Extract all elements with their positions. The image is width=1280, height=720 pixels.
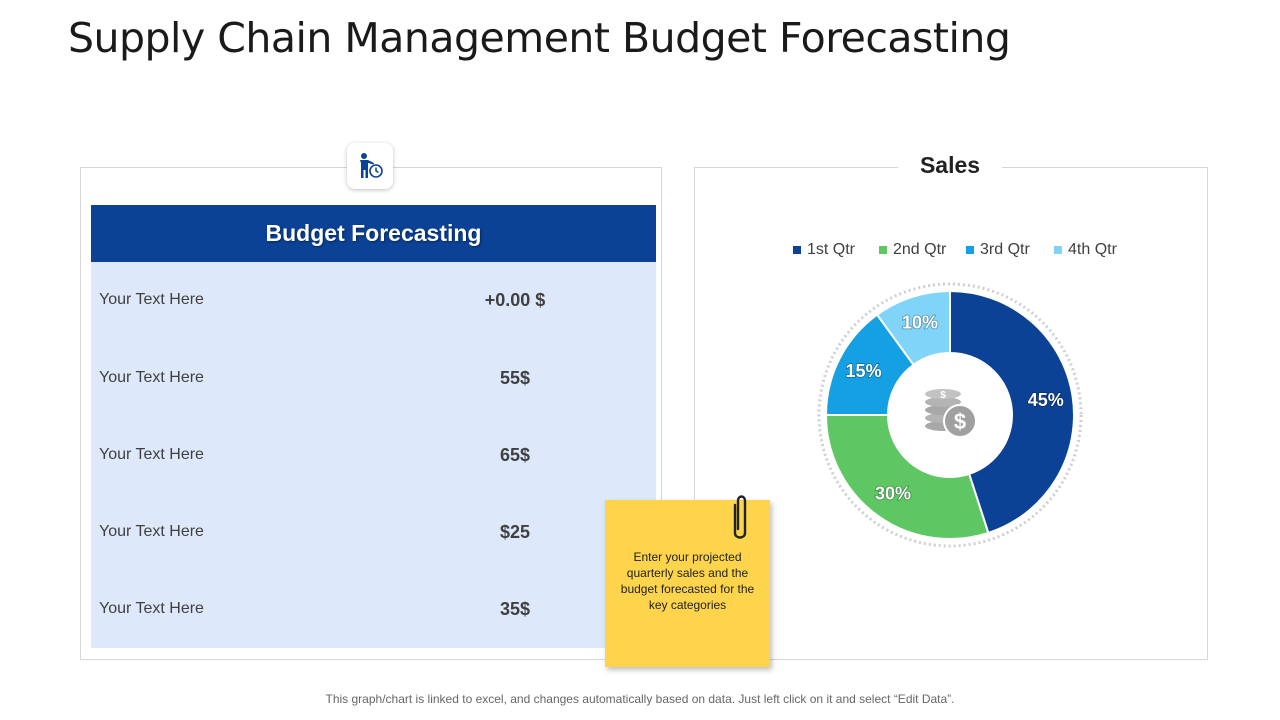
chart-slice-labels: 45% 30% 15% 10% [845, 312, 1065, 504]
table-row: Your Text Here $25 [91, 513, 656, 553]
row-value: +0.00 $ [484, 290, 546, 310]
table-row: Your Text Here 35$ [91, 590, 656, 630]
legend-label: 2nd Qtr [893, 241, 947, 258]
legend-swatch [966, 246, 974, 254]
svg-text:$: $ [954, 409, 966, 434]
budget-header: Budget Forecasting [91, 205, 656, 262]
legend-item: 1st Qtr [793, 241, 855, 259]
coins-dollar-icon: $ $ [925, 389, 977, 438]
legend-swatch [793, 246, 801, 254]
legend-swatch [879, 246, 887, 254]
legend-label: 3rd Qtr [980, 241, 1030, 258]
row-value: $25 [499, 522, 531, 542]
budget-table: Your Text Here +0.00 $ Your Text Here 55… [91, 262, 656, 648]
legend-label: 1st Qtr [807, 241, 856, 258]
pie-slice-label: 45% [1028, 390, 1064, 410]
paperclip-icon [733, 495, 747, 539]
page-title: Supply Chain Management Budget Forecasti… [68, 14, 1011, 62]
legend-label: 4th Qtr [1068, 241, 1117, 258]
footer-note: This graph/chart is linked to excel, and… [325, 692, 955, 706]
row-label: Your Text Here [99, 600, 204, 617]
legend-item: 2nd Qtr [879, 241, 946, 259]
pie-slice [949, 289, 1075, 535]
pie-slice [824, 414, 990, 540]
sticky-note: Enter your projected quarterly sales and… [605, 500, 770, 667]
row-label: Your Text Here [99, 523, 204, 540]
pie-slice [875, 289, 951, 367]
row-label: Your Text Here [99, 446, 204, 463]
row-value: 55$ [499, 368, 531, 388]
chart-dotted-ring [817, 282, 1083, 548]
svg-text:$: $ [940, 390, 946, 401]
pie-slice-label: 10% [902, 313, 938, 333]
row-value: 35$ [499, 599, 531, 619]
chart-title: Sales [898, 152, 1002, 179]
legend-swatch [1054, 246, 1062, 254]
legend-item: 3rd Qtr [966, 241, 1030, 259]
table-row: Your Text Here 65$ [91, 436, 656, 476]
row-value: 65$ [499, 445, 531, 465]
pie-slice-label: 30% [875, 483, 911, 503]
row-label: Your Text Here [99, 369, 204, 386]
table-row: Your Text Here 55$ [91, 359, 656, 399]
legend-item: 4th Qtr [1054, 241, 1117, 259]
sales-donut-chart: 45% 30% 15% 10% $ $ [817, 282, 1083, 548]
table-row: Your Text Here +0.00 $ [91, 281, 656, 321]
pie-slice-label: 15% [846, 361, 882, 381]
person-clock-icon [347, 143, 393, 189]
note-text: Enter your projected quarterly sales and… [620, 550, 755, 612]
row-label: Your Text Here [99, 291, 204, 308]
chart-slices [824, 289, 1075, 540]
